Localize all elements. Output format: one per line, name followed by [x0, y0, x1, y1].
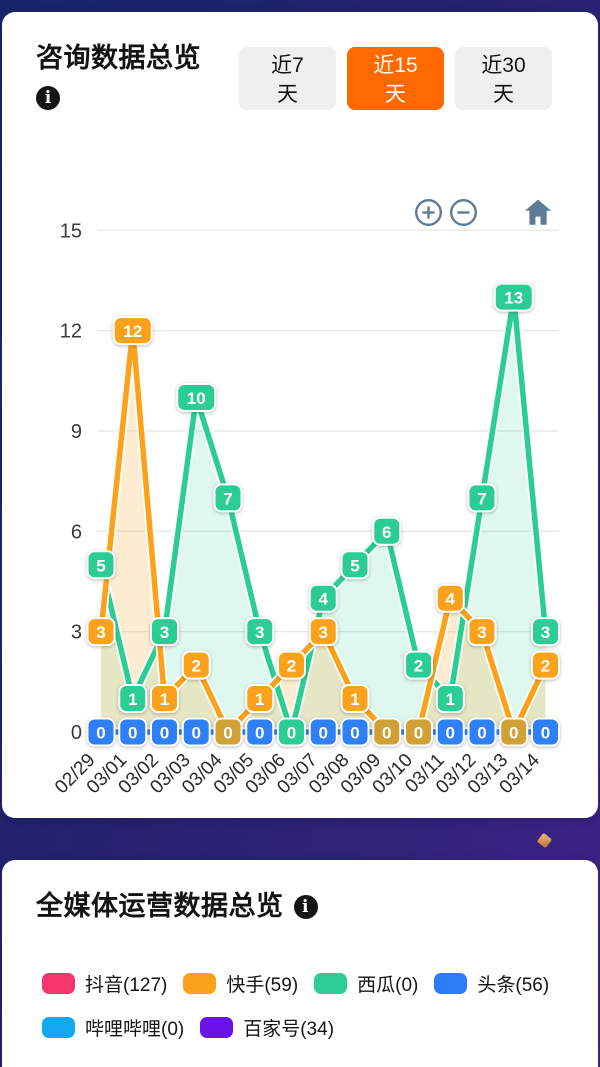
- svg-text:0: 0: [71, 722, 82, 744]
- legend-swatch: [183, 973, 217, 994]
- tab-last-15-days[interactable]: 近15 天: [347, 47, 444, 110]
- svg-text:1: 1: [446, 690, 455, 709]
- svg-text:6: 6: [71, 521, 82, 543]
- svg-text:3: 3: [255, 623, 264, 642]
- svg-text:12: 12: [60, 321, 82, 343]
- info-icon[interactable]: i: [36, 86, 60, 110]
- svg-text:7: 7: [477, 489, 486, 508]
- svg-text:0: 0: [350, 724, 359, 743]
- svg-text:3: 3: [319, 623, 328, 642]
- svg-text:15: 15: [60, 220, 82, 242]
- tab-last-30-days[interactable]: 近30 天: [455, 47, 552, 110]
- consult-chart-svg[interactable]: 0369121502/2903/0103/0203/0303/0403/0503…: [2, 185, 600, 810]
- legend-item-kuaishou[interactable]: 快手(59): [183, 970, 298, 997]
- svg-text:0: 0: [541, 724, 550, 743]
- svg-text:0: 0: [319, 724, 328, 743]
- home-icon[interactable]: [524, 199, 552, 226]
- legend-item-toutiao[interactable]: 头条(56): [434, 970, 549, 997]
- svg-text:1: 1: [160, 690, 169, 709]
- svg-text:2: 2: [287, 657, 296, 676]
- svg-text:5: 5: [96, 556, 105, 575]
- media-card-title: 全媒体运营数据总览 i: [36, 888, 564, 924]
- consult-chart: 0 3 6 9 12 15 02/29 03/01 03/02 03/03 03/04 03/05 03…: [2, 185, 598, 810]
- page-title: 咨询数据总览: [36, 43, 201, 73]
- svg-text:3: 3: [541, 623, 550, 642]
- legend-swatch: [200, 1017, 234, 1038]
- svg-text:2: 2: [414, 657, 423, 676]
- sparkle-decoration: [536, 832, 553, 849]
- zoom-out-icon[interactable]: [449, 198, 478, 227]
- svg-text:0: 0: [160, 724, 169, 743]
- time-range-tabs: 近7 天 近15 天 近30 天: [239, 47, 552, 110]
- zoom-in-icon[interactable]: [414, 198, 443, 227]
- media-legend: 抖音(127) 快手(59) 西瓜(0) 头条(56) 哔哩哔哩(0) 百家号(…: [36, 970, 564, 1041]
- svg-text:7: 7: [223, 489, 232, 508]
- svg-text:5: 5: [350, 556, 359, 575]
- chart-toolbar: [414, 198, 564, 228]
- legend-item-douyin[interactable]: 抖音(127): [42, 970, 167, 997]
- svg-text:12: 12: [123, 322, 142, 341]
- svg-text:10: 10: [187, 389, 206, 408]
- media-data-card: 全媒体运营数据总览 i 抖音(127) 快手(59) 西瓜(0) 头条(56) …: [2, 860, 598, 1067]
- tab-last-7-days[interactable]: 近7 天: [239, 47, 336, 110]
- svg-text:1: 1: [255, 690, 264, 709]
- svg-text:3: 3: [96, 623, 105, 642]
- svg-text:4: 4: [319, 590, 329, 609]
- svg-text:6: 6: [382, 523, 391, 542]
- legend-swatch: [42, 973, 75, 994]
- legend-swatch: [434, 973, 468, 994]
- svg-text:3: 3: [71, 622, 82, 644]
- legend-item-xigua[interactable]: 西瓜(0): [314, 970, 418, 997]
- svg-text:9: 9: [71, 421, 82, 443]
- svg-text:0: 0: [128, 724, 137, 743]
- legend-swatch: [42, 1017, 75, 1038]
- legend-item-bilibili[interactable]: 哔哩哔哩(0): [42, 1014, 184, 1041]
- svg-text:0: 0: [96, 724, 105, 743]
- svg-text:0: 0: [509, 724, 518, 743]
- legend-swatch: [314, 973, 348, 994]
- svg-text:0: 0: [446, 724, 455, 743]
- svg-text:0: 0: [287, 724, 296, 743]
- svg-text:0: 0: [414, 724, 423, 743]
- svg-text:3: 3: [477, 623, 486, 642]
- svg-text:0: 0: [255, 724, 264, 743]
- svg-text:13: 13: [504, 289, 523, 308]
- svg-text:1: 1: [350, 690, 359, 709]
- info-icon[interactable]: i: [293, 895, 318, 919]
- svg-text:0: 0: [477, 724, 486, 743]
- svg-text:4: 4: [446, 590, 456, 609]
- svg-text:1: 1: [128, 690, 137, 709]
- svg-text:0: 0: [192, 724, 201, 743]
- svg-text:2: 2: [192, 657, 201, 676]
- consult-data-card: 咨询数据总览 i 近7 天 近15 天 近30 天: [2, 12, 598, 818]
- consult-card-header: 咨询数据总览 i 近7 天 近15 天 近30 天: [2, 12, 598, 110]
- svg-text:0: 0: [223, 724, 232, 743]
- svg-text:3: 3: [160, 623, 169, 642]
- svg-text:2: 2: [541, 657, 550, 676]
- svg-text:0: 0: [382, 724, 391, 743]
- legend-item-baijiahao[interactable]: 百家号(34): [200, 1014, 334, 1041]
